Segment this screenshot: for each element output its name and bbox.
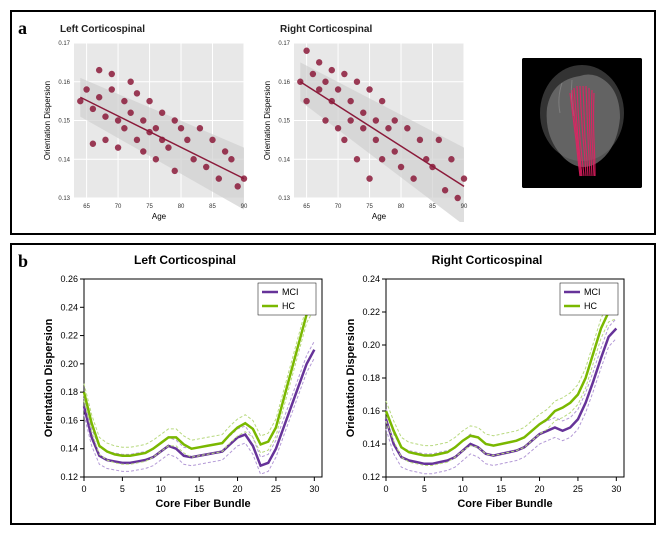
svg-text:0.13: 0.13	[278, 196, 290, 202]
line-left-corticospinal: Left Corticospinal 0510152025300.120.140…	[40, 253, 330, 511]
svg-text:15: 15	[496, 484, 506, 494]
svg-text:HC: HC	[584, 301, 597, 311]
svg-text:Orientation Dispersion: Orientation Dispersion	[43, 80, 52, 159]
svg-text:Orientation Dispersion: Orientation Dispersion	[263, 80, 272, 159]
svg-text:Age: Age	[372, 212, 387, 221]
svg-text:0: 0	[383, 484, 388, 494]
svg-text:20: 20	[233, 484, 243, 494]
scatter-right-corticospinal: Right Corticospinal 65 70 75 80 85 90 0.13 0.14…	[260, 24, 470, 222]
svg-text:0.22: 0.22	[362, 307, 380, 317]
panel-a-label: a	[18, 18, 27, 39]
line-right-title: Right Corticospinal	[432, 253, 543, 267]
line-left-svg: 0 5 10 15 20 25 30 0.12 0.14 0.16 0.18 0.20 0.22 0.24…	[40, 271, 330, 511]
scatter-left-svg: 65 70 75 80 85 90 0.13 0.14 0.15 0.16 0.17 Age Orien…	[40, 37, 250, 222]
svg-text:0.20: 0.20	[362, 340, 380, 350]
svg-text:80: 80	[178, 204, 185, 210]
svg-text:0.20: 0.20	[60, 359, 78, 369]
svg-text:85: 85	[209, 204, 216, 210]
svg-text:10: 10	[156, 484, 166, 494]
scatter-right-svg: 65 70 75 80 85 90 0.13 0.14 0.15 0.16 0.17 Age Orien…	[260, 37, 470, 222]
scatter-left-title: Left Corticospinal	[40, 24, 250, 35]
svg-text:0: 0	[81, 484, 86, 494]
svg-text:0.14: 0.14	[60, 444, 78, 454]
svg-text:25: 25	[271, 484, 281, 494]
svg-text:75: 75	[366, 204, 373, 210]
svg-text:Orientation Dispersion: Orientation Dispersion	[345, 318, 357, 437]
svg-text:30: 30	[611, 484, 621, 494]
svg-text:0.16: 0.16	[362, 406, 380, 416]
svg-text:80: 80	[398, 204, 405, 210]
svg-text:Age: Age	[152, 212, 167, 221]
svg-text:5: 5	[120, 484, 125, 494]
svg-text:0.14: 0.14	[278, 157, 290, 163]
svg-text:0.14: 0.14	[362, 439, 380, 449]
brain-tract-image	[522, 58, 642, 188]
svg-text:65: 65	[83, 204, 90, 210]
line-right-svg: 0 5 10 15 20 25 30 0.12 0.14 0.16 0.18 0.20 0.22 0.24…	[342, 271, 632, 511]
svg-text:20: 20	[535, 484, 545, 494]
svg-text:70: 70	[115, 204, 122, 210]
svg-text:0.17: 0.17	[58, 41, 70, 47]
svg-text:15: 15	[194, 484, 204, 494]
svg-text:30: 30	[309, 484, 319, 494]
brain-svg	[522, 58, 642, 188]
svg-text:0.15: 0.15	[58, 118, 70, 124]
line-right-corticospinal: Right Corticospinal 0 5 10 15 20 25 30 0.12 0.14…	[342, 253, 632, 511]
scatter-left-corticospinal: Left Corticospinal 65 70 75 80 85 90 0.13 0.14 0…	[40, 24, 250, 222]
svg-text:0.12: 0.12	[60, 472, 78, 482]
panel-b-label: b	[18, 251, 28, 272]
svg-text:0.15: 0.15	[278, 118, 290, 124]
svg-text:65: 65	[303, 204, 310, 210]
svg-text:0.22: 0.22	[60, 331, 78, 341]
line-left-title: Left Corticospinal	[134, 253, 236, 267]
svg-text:MCI: MCI	[584, 287, 601, 297]
svg-text:0.24: 0.24	[362, 274, 380, 284]
svg-text:0.17: 0.17	[278, 41, 290, 47]
scatter-right-title: Right Corticospinal	[260, 24, 470, 35]
panel-b: b Left Corticospinal 0 5 10 15 20 25 30 0.12 0.1…	[10, 243, 656, 525]
svg-text:Core Fiber Bundle: Core Fiber Bundle	[155, 498, 250, 510]
svg-text:0.13: 0.13	[58, 196, 70, 202]
svg-text:0.16: 0.16	[278, 79, 290, 85]
svg-text:0.18: 0.18	[60, 387, 78, 397]
svg-text:Orientation Dispersion: Orientation Dispersion	[43, 318, 55, 437]
svg-text:5: 5	[422, 484, 427, 494]
svg-text:0.26: 0.26	[60, 274, 78, 284]
svg-text:90: 90	[461, 204, 468, 210]
svg-text:10: 10	[458, 484, 468, 494]
svg-text:90: 90	[241, 204, 248, 210]
panel-a: a Left Corticospinal 65 70 75 80 85 90 0.13 0.1…	[10, 10, 656, 235]
svg-text:0.24: 0.24	[60, 302, 78, 312]
svg-text:85: 85	[429, 204, 436, 210]
svg-text:0.16: 0.16	[58, 79, 70, 85]
svg-text:0.16: 0.16	[60, 415, 78, 425]
svg-text:MCI: MCI	[282, 287, 299, 297]
svg-text:0.12: 0.12	[362, 472, 380, 482]
svg-text:75: 75	[146, 204, 153, 210]
svg-text:Core Fiber Bundle: Core Fiber Bundle	[457, 498, 552, 510]
svg-text:HC: HC	[282, 301, 295, 311]
svg-text:70: 70	[335, 204, 342, 210]
svg-text:25: 25	[573, 484, 583, 494]
svg-text:0.14: 0.14	[58, 157, 70, 163]
svg-text:0.18: 0.18	[362, 373, 380, 383]
